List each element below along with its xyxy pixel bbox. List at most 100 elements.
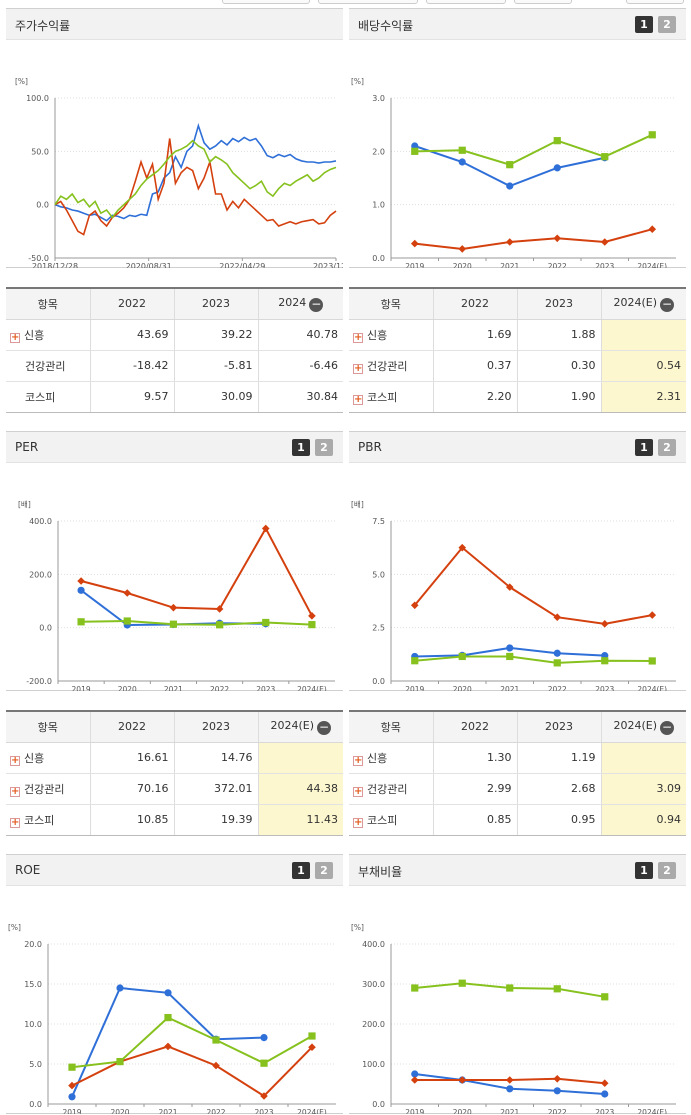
data-point[interactable]: [123, 617, 131, 625]
row-label-cell[interactable]: + 건강관리: [349, 773, 433, 805]
collapse-icon[interactable]: −: [317, 719, 332, 735]
data-point[interactable]: [308, 1032, 316, 1040]
data-point[interactable]: [411, 147, 419, 155]
data-point[interactable]: [458, 245, 467, 253]
data-point[interactable]: [601, 153, 609, 161]
collapse-icon[interactable]: −: [660, 719, 675, 735]
expand-icon[interactable]: +: [353, 393, 363, 405]
data-point[interactable]: [505, 583, 514, 591]
expand-icon[interactable]: +: [353, 331, 363, 343]
row-label-cell[interactable]: + 코스피: [6, 804, 90, 836]
expand-icon[interactable]: +: [353, 785, 363, 797]
data-point[interactable]: [458, 979, 466, 987]
expand-icon[interactable]: +: [10, 785, 20, 797]
page-1-button[interactable]: 1: [292, 862, 310, 879]
toolbar-button[interactable]: [318, 0, 418, 4]
data-point[interactable]: [164, 1014, 172, 1022]
row-label-cell[interactable]: + 신흥: [6, 742, 90, 774]
data-point[interactable]: [164, 989, 172, 997]
expand-icon[interactable]: +: [353, 754, 363, 766]
page-2-button[interactable]: 2: [658, 862, 676, 879]
row-label-cell[interactable]: + 건강관리: [349, 350, 433, 382]
data-point[interactable]: [553, 137, 561, 145]
data-point[interactable]: [553, 1087, 561, 1095]
data-point[interactable]: [458, 1076, 467, 1084]
data-point[interactable]: [116, 984, 124, 992]
data-point[interactable]: [123, 589, 132, 597]
data-point[interactable]: [553, 613, 562, 622]
data-point[interactable]: [410, 239, 419, 248]
data-point[interactable]: [553, 164, 561, 172]
page-1-button[interactable]: 1: [635, 862, 653, 879]
toolbar-button[interactable]: [222, 0, 310, 4]
data-point[interactable]: [506, 652, 514, 661]
data-point[interactable]: [600, 238, 609, 246]
data-point[interactable]: [410, 1076, 419, 1084]
data-point[interactable]: [458, 543, 467, 552]
data-point[interactable]: [505, 1076, 514, 1084]
data-point[interactable]: [601, 1090, 609, 1098]
data-point[interactable]: [553, 234, 562, 243]
data-point[interactable]: [458, 158, 466, 166]
page-2-button[interactable]: 2: [315, 862, 333, 879]
page-1-button[interactable]: 1: [635, 16, 653, 33]
page-2-button[interactable]: 2: [658, 16, 676, 33]
data-point[interactable]: [506, 984, 514, 992]
data-point[interactable]: [308, 612, 316, 620]
expand-icon[interactable]: +: [353, 362, 363, 374]
data-point[interactable]: [458, 652, 466, 661]
data-point[interactable]: [648, 611, 657, 619]
data-point[interactable]: [116, 1058, 124, 1066]
row-label-cell[interactable]: + 신흥: [349, 742, 433, 774]
data-point[interactable]: [506, 644, 514, 652]
data-point[interactable]: [553, 649, 561, 657]
data-point[interactable]: [600, 620, 609, 628]
data-point[interactable]: [410, 601, 419, 610]
data-point[interactable]: [68, 1063, 76, 1071]
collapse-icon[interactable]: −: [660, 296, 675, 312]
data-point[interactable]: [553, 659, 561, 667]
data-point[interactable]: [553, 985, 561, 993]
data-point[interactable]: [215, 605, 224, 613]
page-2-button[interactable]: 2: [658, 439, 676, 456]
data-point[interactable]: [648, 657, 656, 665]
row-label-cell[interactable]: + 코스피: [349, 381, 433, 413]
expand-icon[interactable]: +: [10, 754, 20, 766]
data-point[interactable]: [260, 1034, 268, 1042]
data-point[interactable]: [601, 993, 609, 1001]
toolbar-button[interactable]: [514, 0, 572, 4]
page-1-button[interactable]: 1: [292, 439, 310, 456]
data-point[interactable]: [212, 1061, 220, 1070]
row-label-cell[interactable]: + 신흥: [349, 319, 433, 351]
data-point[interactable]: [648, 131, 656, 139]
data-point[interactable]: [77, 586, 85, 594]
data-point[interactable]: [506, 1085, 514, 1093]
data-point[interactable]: [262, 618, 270, 627]
data-point[interactable]: [411, 1070, 419, 1078]
page-2-button[interactable]: 2: [315, 439, 333, 456]
row-label-cell[interactable]: + 신흥: [6, 319, 90, 351]
data-point[interactable]: [212, 1036, 220, 1044]
data-point[interactable]: [77, 577, 85, 585]
data-point[interactable]: [458, 146, 466, 154]
expand-icon[interactable]: +: [353, 816, 363, 828]
expand-icon[interactable]: +: [10, 816, 20, 828]
data-point[interactable]: [308, 621, 316, 629]
data-point[interactable]: [260, 1092, 268, 1100]
data-point[interactable]: [169, 620, 178, 628]
toolbar-button[interactable]: [426, 0, 506, 4]
data-point[interactable]: [505, 238, 514, 246]
data-point[interactable]: [164, 1042, 172, 1051]
data-point[interactable]: [600, 1079, 609, 1087]
expand-icon[interactable]: +: [10, 331, 20, 343]
data-point[interactable]: [77, 618, 85, 626]
data-point[interactable]: [260, 1059, 268, 1067]
data-point[interactable]: [68, 1093, 76, 1101]
row-label-cell[interactable]: + 건강관리: [6, 773, 90, 805]
data-point[interactable]: [308, 1043, 316, 1051]
data-point[interactable]: [411, 984, 419, 992]
data-point[interactable]: [601, 657, 609, 665]
data-point[interactable]: [215, 621, 224, 629]
row-label-cell[interactable]: + 코스피: [349, 804, 433, 836]
collapse-icon[interactable]: −: [309, 296, 324, 312]
